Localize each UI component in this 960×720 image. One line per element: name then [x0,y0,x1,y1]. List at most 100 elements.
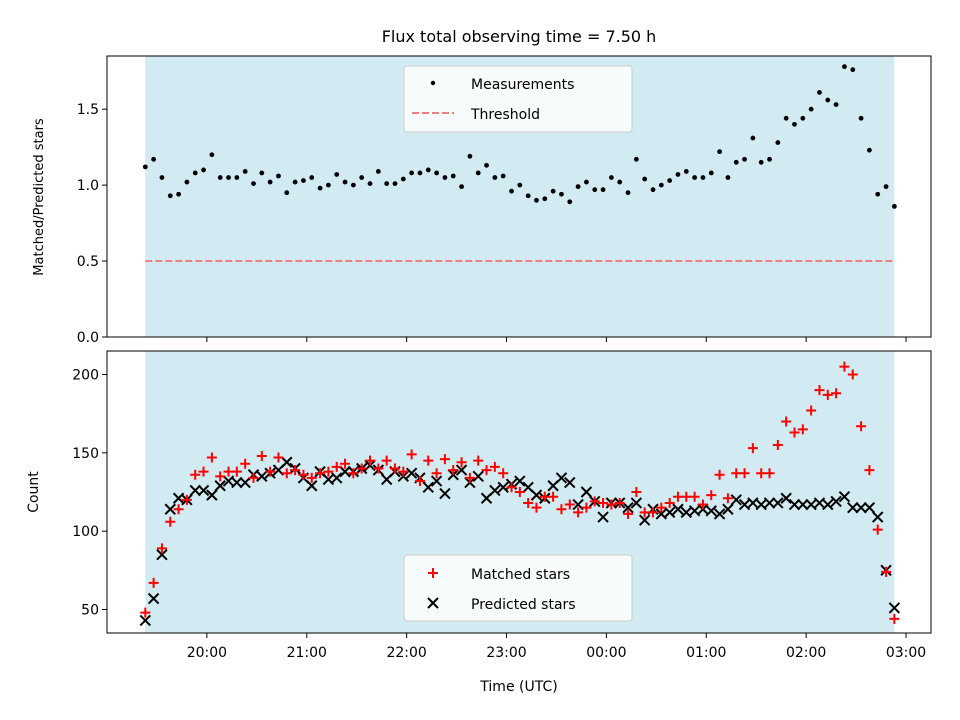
measurement-point [209,152,215,158]
measurement-point [833,102,839,108]
matched-star-point [772,440,783,450]
matched-star-point [664,497,675,508]
measurement-point [800,115,806,121]
ratio-y-axis-label: Matched/Predicted stars [32,118,47,276]
matched-star-point [231,466,242,477]
matched-star-point [273,452,284,463]
count-points [139,361,901,627]
predicted-star-point [830,495,842,508]
y-tick-label: 1.0 [77,178,99,194]
x-tick-label: 23:00 [486,645,526,661]
measurement-point [742,156,747,162]
measurement-point [575,184,581,190]
matched-star-point [406,449,417,460]
matched-star-point [423,455,434,466]
matched-star-point [781,416,792,427]
measurement-point [392,181,398,186]
measurement-point [633,156,639,162]
measurement-point [267,179,273,185]
measurement-point [309,175,315,180]
measurement-point [550,188,556,194]
measurement-point [808,106,814,112]
predicted-star-point [422,481,434,494]
matched-star-point [872,524,883,535]
measurement-point [384,181,390,186]
measurement-point [891,203,897,209]
y-tick-label: 1.5 [77,102,99,118]
matched-star-point [265,466,276,477]
matched-star-point [323,466,334,477]
measurement-point [184,179,190,185]
measurement-point [792,121,797,127]
measurement-point [284,190,290,196]
measurement-point [467,153,473,159]
x-tick-label: 22:00 [386,645,426,661]
matched-star-point [881,566,892,577]
matched-star-point [697,499,708,510]
x-tick-label: 02:00 [786,645,826,661]
measurement-point [842,64,847,70]
measurement-point [492,175,498,180]
measurement-point [600,187,606,193]
measurement-point [584,179,589,185]
matched-star-point [298,469,309,480]
predicted-star-point [847,501,859,514]
matched-star-point [623,508,634,519]
measurement-point [783,115,789,121]
measurement-point [692,175,698,180]
matched-star-point [456,457,467,468]
matched-star-point [248,472,259,483]
count-x-axis-label: Time (UTC) [479,679,557,695]
measurement-point [850,67,856,73]
matched-star-point [498,468,509,479]
predicted-star-point [788,498,801,511]
predicted-star-point [705,505,717,517]
predicted-star-point [730,494,742,506]
predicted-star-point [580,486,593,498]
matched-star-point [889,613,900,624]
y-tick-label: 150 [72,446,99,462]
matched-star-point [489,461,500,472]
matched-star-point [614,497,625,508]
matched-star-point [215,471,226,482]
measurement-point [883,184,889,190]
matched-star-point [290,465,301,476]
matched-star-point [573,507,584,518]
x-tick-label: 20:00 [187,645,227,661]
predicted-star-point [638,514,651,526]
measurement-point [367,181,373,186]
matched-star-point [814,385,825,396]
predicted-star-point [530,489,543,501]
measurement-point [276,173,281,179]
matched-star-point [140,607,151,618]
matched-star-point [398,466,409,477]
predicted-star-point [156,548,168,561]
measurement-point [484,162,489,168]
predicted-star-point [780,492,792,504]
measurement-point [417,170,423,176]
measurement-point [700,175,706,180]
predicted-star-point [256,470,268,483]
measurement-point [517,182,523,188]
measurement-point [717,149,722,155]
measurement-point [142,164,148,170]
measurement-point [667,178,673,183]
predicted-star-point [306,480,318,492]
predicted-star-point [663,506,676,519]
predicted-star-point [564,476,576,489]
matched-star-point [156,543,167,554]
measurement-point [434,170,439,176]
predicted-star-point [439,487,451,500]
count-axes-frame [106,350,932,634]
predicted-star-point [430,475,443,487]
ratio-panel: 0.0 0.5 1.0 1.5 Flux total observing time =… [32,27,932,346]
matched-star-point [714,469,725,480]
predicted-star-point [822,498,834,511]
matched-star-point [747,443,758,454]
matched-star-point [464,472,475,483]
x-tick-label: 01:00 [686,645,726,661]
predicted-star-point [514,475,526,487]
predicted-star-point [164,503,176,515]
predicted-star-point [888,602,901,614]
measurement-point [592,187,598,193]
